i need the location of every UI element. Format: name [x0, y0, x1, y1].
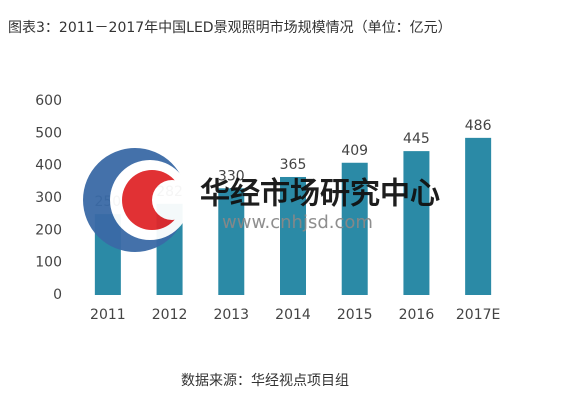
y-tick-label: 300 [35, 190, 62, 206]
x-tick-label: 2011 [90, 307, 126, 323]
x-tick-label: 2015 [337, 307, 373, 323]
x-tick-label: 2012 [152, 307, 188, 323]
y-tick-label: 600 [35, 93, 62, 109]
watermark-name: 华经市场研究中心 [200, 177, 440, 212]
data-label: 409 [341, 143, 368, 159]
bar [341, 162, 368, 295]
y-tick-label: 200 [35, 222, 62, 238]
logo-cut [152, 180, 192, 220]
y-tick-label: 400 [35, 158, 62, 174]
chart-title: 图表3：2011－2017年中国LED景观照明市场规模情况（单位：亿元） [8, 19, 452, 36]
y-tick-label: 100 [35, 255, 62, 271]
data-label: 330 [218, 168, 245, 184]
watermark: 华经市场研究中心 www.cnhjsd.com [83, 148, 440, 252]
data-label: 445 [403, 131, 430, 147]
data-label: 365 [280, 157, 307, 173]
watermark-url: www.cnhjsd.com [222, 212, 373, 233]
x-tick-label: 2016 [399, 307, 435, 323]
bar [403, 151, 430, 295]
x-tick-label: 2013 [213, 307, 249, 323]
x-tick-label: 2017E [456, 307, 500, 323]
x-tick-label: 2014 [275, 307, 311, 323]
source: 数据来源：华经视点项目组 [181, 373, 349, 389]
bar [218, 188, 245, 295]
bar [280, 176, 306, 295]
y-tick-label: 0 [53, 287, 62, 303]
bar [465, 137, 492, 295]
y-tick-label: 500 [35, 125, 62, 141]
data-label: 486 [465, 118, 492, 134]
